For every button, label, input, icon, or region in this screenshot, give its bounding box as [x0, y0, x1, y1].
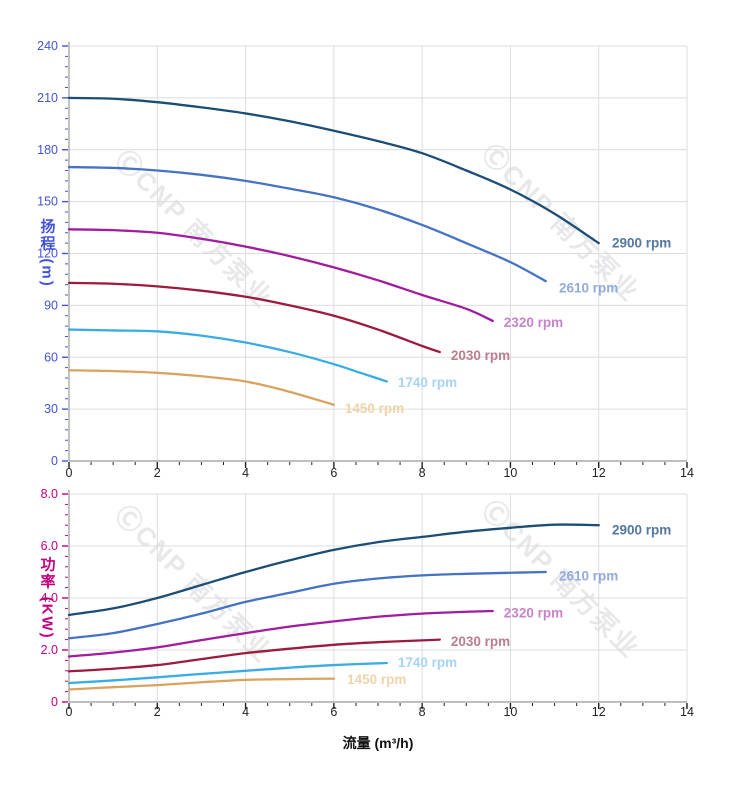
curve-label-2900-rpm: 2900 rpm: [612, 522, 671, 537]
y-axis-title-head: 扬程 (m): [38, 218, 56, 288]
power-curve-1740-rpm: [67, 661, 388, 685]
x-axis-title: 流量 (m³/h): [342, 735, 414, 751]
x-axis-ticks: [68, 462, 688, 468]
x-tick-label: 0: [66, 466, 73, 480]
y-tick-label: 210: [37, 91, 58, 105]
y-axis-tick-labels: 0 30 60 90 120 150 180 210 240: [37, 39, 58, 468]
chart-power: 0 2.0 4.0 6.0 8.0 0 2 4 6 8 10 12 14 2900 rpm 2610 rpm…: [41, 487, 694, 719]
curve-label-1740-rpm: 1740 rpm: [398, 375, 457, 390]
chart-head: 0 30 60 90 120 150 180 210 240 0 2 4 6 8 10 12 14 2900 rp…: [37, 39, 694, 480]
head-curve-2900-rpm: [67, 96, 600, 245]
gridlines: [69, 45, 688, 461]
curve-label-2030-rpm: 2030 rpm: [451, 634, 510, 649]
y-tick-label: 30: [44, 402, 58, 416]
curve-label-1450-rpm: 1450 rpm: [345, 401, 404, 416]
head-curve-2320-rpm: [67, 228, 494, 323]
y-tick-label: 90: [44, 298, 58, 312]
power-curve-2610-rpm: [67, 570, 547, 640]
y-axis-ticks: [62, 493, 68, 703]
y-tick-label: 6.0: [41, 539, 58, 553]
power-curve-2030-rpm: [67, 638, 441, 673]
curve-label-2610-rpm: 2610 rpm: [559, 281, 618, 296]
y-tick-label: 120: [37, 247, 58, 261]
x-tick-label: 14: [680, 705, 694, 719]
power-curve-2900-rpm: [67, 523, 600, 617]
x-tick-label: 6: [330, 705, 337, 719]
y-tick-label: 2.0: [41, 643, 58, 657]
y-tick-label: 0: [51, 454, 58, 468]
x-tick-label: 8: [419, 705, 426, 719]
y-tick-label: 60: [44, 350, 58, 364]
x-tick-label: 12: [592, 466, 606, 480]
x-tick-label: 2: [154, 466, 161, 480]
gridlines: [69, 493, 688, 702]
curve-label-2320-rpm: 2320 rpm: [504, 315, 563, 330]
x-axis-tick-labels: 0 2 4 6 8 10 12 14: [66, 466, 694, 480]
axis-lines: [68, 490, 687, 703]
head-curve-1450-rpm: [67, 369, 336, 406]
head-curve-2030-rpm: [67, 281, 441, 354]
curve-label-2900-rpm: 2900 rpm: [612, 236, 671, 251]
y-axis-ticks: [62, 45, 68, 462]
x-tick-label: 6: [330, 466, 337, 480]
curve-label-2610-rpm: 2610 rpm: [559, 568, 618, 583]
curve-label-1740-rpm: 1740 rpm: [398, 655, 457, 670]
y-axis-title-power: 功率 (KW): [38, 556, 56, 640]
x-tick-label: 8: [419, 466, 426, 480]
x-tick-label: 10: [503, 705, 517, 719]
head-curve-1740-rpm: [67, 328, 388, 383]
x-axis-ticks: [68, 703, 688, 709]
x-tick-label: 2: [154, 705, 161, 719]
curve-label-2030-rpm: 2030 rpm: [451, 348, 510, 363]
y-tick-label: 8.0: [41, 487, 58, 501]
y-tick-label: 150: [37, 195, 58, 209]
x-tick-label: 14: [680, 466, 694, 480]
y-tick-label: 4.0: [41, 591, 58, 605]
axis-lines: [68, 42, 687, 462]
x-axis-tick-labels: 0 2 4 6 8 10 12 14: [66, 705, 694, 719]
power-curve-1450-rpm: [67, 677, 336, 691]
x-tick-label: 10: [503, 466, 517, 480]
x-tick-label: 4: [242, 705, 249, 719]
y-tick-label: 0: [51, 695, 58, 709]
curve-label-1450-rpm: 1450 rpm: [347, 672, 406, 687]
x-tick-label: 0: [66, 705, 73, 719]
head-curve-2610-rpm: [67, 165, 547, 283]
power-curve-2320-rpm: [67, 609, 494, 658]
y-tick-label: 240: [37, 39, 58, 53]
y-tick-label: 180: [37, 143, 58, 157]
x-tick-label: 4: [242, 466, 249, 480]
x-tick-label: 12: [592, 705, 606, 719]
curve-label-2320-rpm: 2320 rpm: [504, 606, 563, 621]
y-axis-tick-labels: 0 2.0 4.0 6.0 8.0: [41, 487, 58, 709]
